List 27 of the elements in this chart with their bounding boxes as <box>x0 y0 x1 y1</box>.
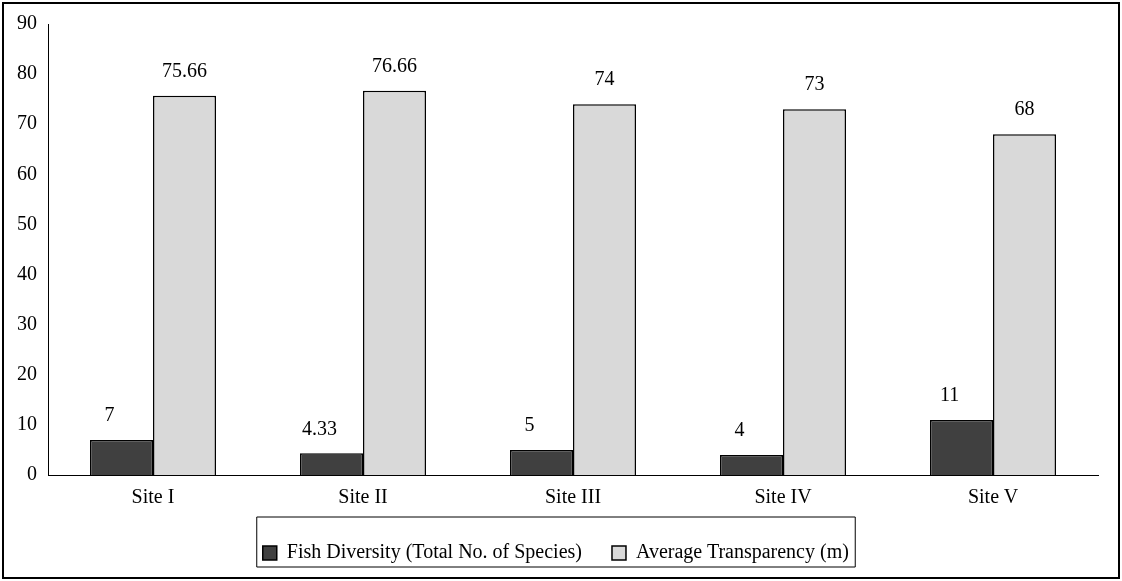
y-tick-label: 70 <box>17 111 37 134</box>
y-tick-label: 0 <box>27 462 37 485</box>
data-label: 74 <box>594 67 615 90</box>
data-label: 76.66 <box>372 54 417 77</box>
y-tick-label: 50 <box>17 211 37 234</box>
data-label: 73 <box>804 72 825 95</box>
legend-label: Average Transparency (m) <box>635 540 849 564</box>
x-tick-label: Site I <box>131 485 175 508</box>
data-label: 11 <box>939 383 960 406</box>
data-label: 68 <box>1014 97 1035 120</box>
data-label: 75.66 <box>162 59 207 82</box>
y-tick-label: 40 <box>17 261 37 284</box>
legend-label: Fish Diversity (Total No. of Species) <box>286 540 582 564</box>
x-tick-label: Site V <box>967 485 1019 508</box>
data-label: 5 <box>524 413 535 436</box>
y-tick-label: 30 <box>17 311 37 334</box>
x-tick-label: Site III <box>544 485 602 508</box>
data-label: 4 <box>734 418 745 441</box>
data-label: 4.33 <box>302 416 337 439</box>
y-tick-label: 10 <box>17 412 37 435</box>
y-tick-label: 20 <box>17 362 37 385</box>
x-tick-label: Site IV <box>754 485 813 508</box>
y-tick-label: 80 <box>17 61 37 84</box>
data-label: 7 <box>104 403 115 426</box>
y-tick-label: 60 <box>17 161 37 184</box>
x-tick-label: Site II <box>338 485 388 508</box>
y-tick-label: 90 <box>17 11 37 34</box>
